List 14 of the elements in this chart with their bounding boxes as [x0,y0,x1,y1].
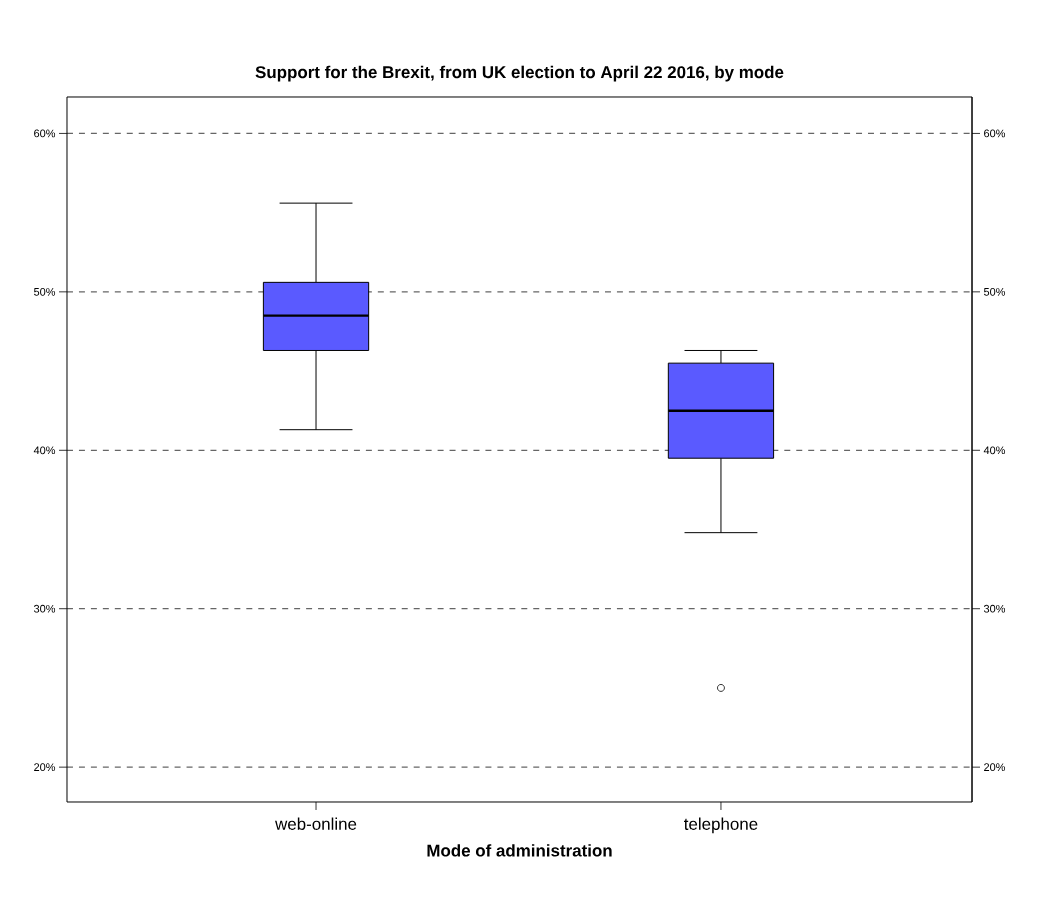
y2-tick-label: 20% [984,763,1006,772]
y-tick-label: 40% [33,446,56,455]
y2-tick-label: 60% [984,129,1006,138]
y2-tick-label: 50% [983,287,1006,296]
y-tick-label: 50% [34,287,56,296]
chart-title: Support for the Brexit, from UK election to April 22 2016, by mode [255,65,784,82]
x-axis-title: Mode of administration [427,844,612,857]
y2-tick-label: 30% [983,604,1006,613]
x-tick-label: web-online [275,817,357,830]
y-tick-label: 20% [34,763,56,772]
y-tick-label: 30% [33,604,56,613]
y2-tick-label: 40% [983,446,1006,455]
y-tick-label: 60% [34,129,56,138]
x-tick-label: telephone [684,817,758,834]
